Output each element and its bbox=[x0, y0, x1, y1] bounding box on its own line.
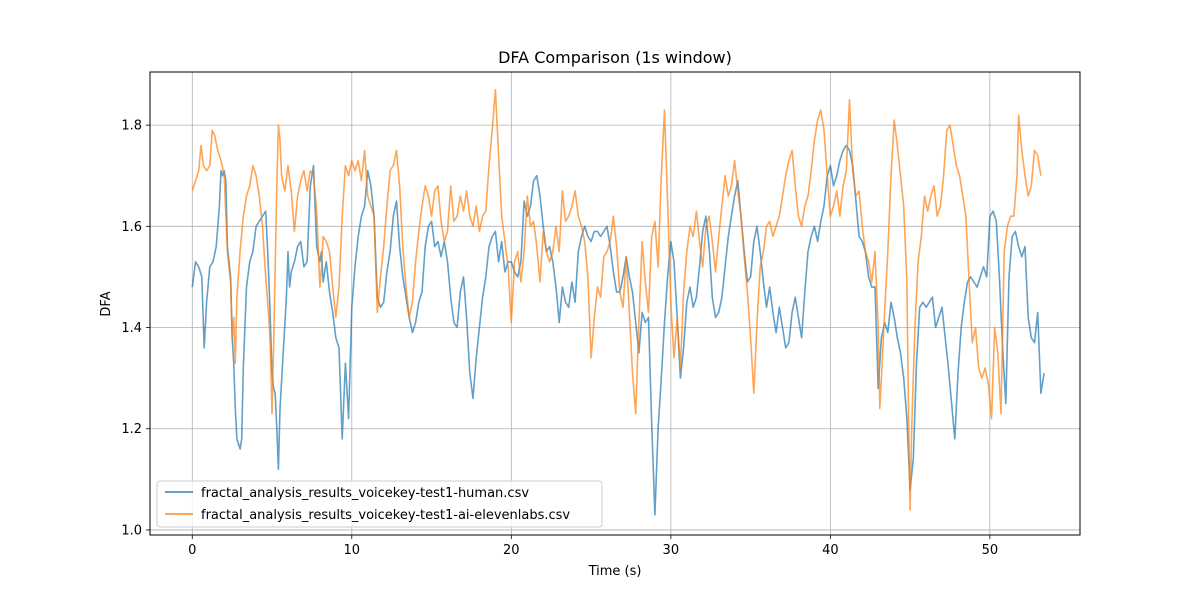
legend-label-ai-elevenlabs: fractal_analysis_results_voicekey-test1-… bbox=[201, 508, 570, 523]
legend: fractal_analysis_results_voicekey-test1-… bbox=[156, 480, 603, 528]
y-tick-label: 1.0 bbox=[121, 523, 142, 538]
plot-frame bbox=[149, 71, 1081, 536]
x-tick-label: 10 bbox=[344, 543, 361, 558]
x-tick-label: 20 bbox=[503, 543, 520, 558]
x-tick-label: 40 bbox=[822, 543, 839, 558]
x-tick-label: 50 bbox=[982, 543, 999, 558]
y-axis-label: DFA bbox=[99, 291, 114, 316]
legend-box bbox=[156, 480, 603, 528]
legend-label-human: fractal_analysis_results_voicekey-test1-… bbox=[201, 486, 529, 501]
x-axis-label: Time (s) bbox=[588, 564, 642, 579]
y-tick-label: 1.6 bbox=[121, 220, 142, 235]
y-tick-label: 1.4 bbox=[121, 321, 142, 336]
y-tick-label: 1.8 bbox=[121, 119, 142, 134]
series-line-ai-elevenlabs bbox=[191, 88, 1042, 511]
x-tick-label: 30 bbox=[663, 543, 680, 558]
x-tick-label: 0 bbox=[188, 543, 196, 558]
y-tick-label: 1.2 bbox=[121, 422, 142, 437]
chart-title: DFA Comparison (1s window) bbox=[498, 48, 732, 67]
series-line-human bbox=[191, 144, 1045, 516]
axis-ticks: 0 10 20 30 40 50 1.0 1.2 1.4 1.6 1.8 bbox=[121, 119, 998, 558]
series-lines bbox=[191, 88, 1045, 516]
